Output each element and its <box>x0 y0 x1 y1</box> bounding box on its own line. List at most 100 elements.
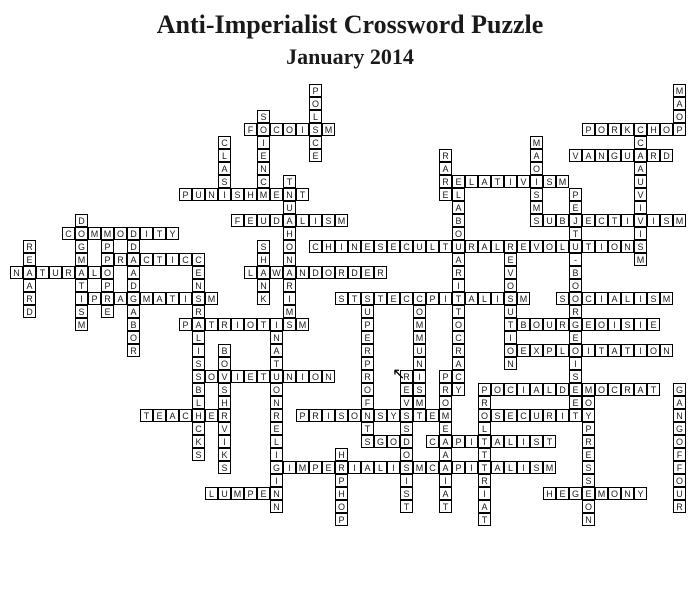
cell: N <box>283 370 296 383</box>
puzzle-subtitle: January 2014 <box>10 44 690 70</box>
cell: N <box>270 331 283 344</box>
cell: M <box>660 292 673 305</box>
cell: O <box>595 383 608 396</box>
cell: G <box>75 240 88 253</box>
cell: Y <box>166 227 179 240</box>
cell: I <box>348 461 361 474</box>
cell: D <box>348 266 361 279</box>
cell: U <box>543 318 556 331</box>
cell: M <box>595 487 608 500</box>
cell: L <box>465 175 478 188</box>
cell: S <box>582 474 595 487</box>
cell: P <box>543 344 556 357</box>
cell: J <box>569 214 582 227</box>
cell: O <box>660 123 673 136</box>
cell: L <box>218 149 231 162</box>
cell: E <box>504 253 517 266</box>
cell: T <box>478 461 491 474</box>
cell: I <box>491 292 504 305</box>
cell: O <box>127 331 140 344</box>
cell: O <box>543 240 556 253</box>
cell: V <box>530 240 543 253</box>
cell: I <box>517 435 530 448</box>
cell: D <box>400 435 413 448</box>
cell: V <box>634 188 647 201</box>
cell: P <box>101 253 114 266</box>
cell: O <box>452 227 465 240</box>
cell: E <box>517 344 530 357</box>
cell: W <box>270 266 283 279</box>
cell: R <box>452 344 465 357</box>
cell: B <box>192 383 205 396</box>
cell: O <box>218 357 231 370</box>
cell: P <box>179 318 192 331</box>
cell: N <box>10 266 23 279</box>
cell: E <box>569 396 582 409</box>
cell: E <box>569 383 582 396</box>
cell: N <box>595 149 608 162</box>
cell: C <box>218 136 231 149</box>
cell: I <box>595 240 608 253</box>
cell: S <box>530 214 543 227</box>
cell: M <box>283 305 296 318</box>
cell: N <box>673 409 686 422</box>
cell: Y <box>452 383 465 396</box>
cell: A <box>673 97 686 110</box>
cell: N <box>270 396 283 409</box>
cell: N <box>361 409 374 422</box>
cell: M <box>556 175 569 188</box>
cell: O <box>413 305 426 318</box>
cell: R <box>374 266 387 279</box>
cell: Y <box>634 487 647 500</box>
cell: A <box>153 292 166 305</box>
cell: I <box>465 461 478 474</box>
cell: E <box>257 149 270 162</box>
cell: P <box>452 461 465 474</box>
cell: M <box>413 461 426 474</box>
cell: - <box>569 253 582 266</box>
cell: U <box>270 370 283 383</box>
cell: U <box>413 240 426 253</box>
cell: T <box>348 292 361 305</box>
cell: C <box>426 461 439 474</box>
cell: E <box>556 487 569 500</box>
cell: L <box>543 383 556 396</box>
cell: I <box>608 318 621 331</box>
cell: I <box>439 474 452 487</box>
cell: C <box>309 240 322 253</box>
cell: O <box>582 500 595 513</box>
cell: O <box>569 344 582 357</box>
cell: I <box>478 487 491 500</box>
cell: M <box>88 227 101 240</box>
cell: V <box>400 396 413 409</box>
cell: H <box>335 487 348 500</box>
cell: I <box>283 461 296 474</box>
cell: M <box>140 292 153 305</box>
cell: P <box>673 123 686 136</box>
cell: M <box>101 227 114 240</box>
cell: G <box>127 292 140 305</box>
cell: L <box>504 435 517 448</box>
cell: E <box>426 409 439 422</box>
cell: G <box>673 383 686 396</box>
cell: O <box>387 435 400 448</box>
cell: R <box>556 318 569 331</box>
cell: R <box>192 305 205 318</box>
cell: E <box>517 240 530 253</box>
cell: S <box>530 435 543 448</box>
cell: P <box>426 292 439 305</box>
cell: T <box>491 175 504 188</box>
cell: T <box>36 266 49 279</box>
cell: N <box>283 253 296 266</box>
cell: N <box>413 357 426 370</box>
cell: I <box>517 383 530 396</box>
cell: R <box>647 149 660 162</box>
cell: C <box>192 422 205 435</box>
cell: T <box>400 500 413 513</box>
cell: O <box>504 344 517 357</box>
cell: T <box>621 344 634 357</box>
cell: U <box>621 149 634 162</box>
cell: S <box>335 292 348 305</box>
cell: S <box>361 292 374 305</box>
cell: T <box>361 422 374 435</box>
